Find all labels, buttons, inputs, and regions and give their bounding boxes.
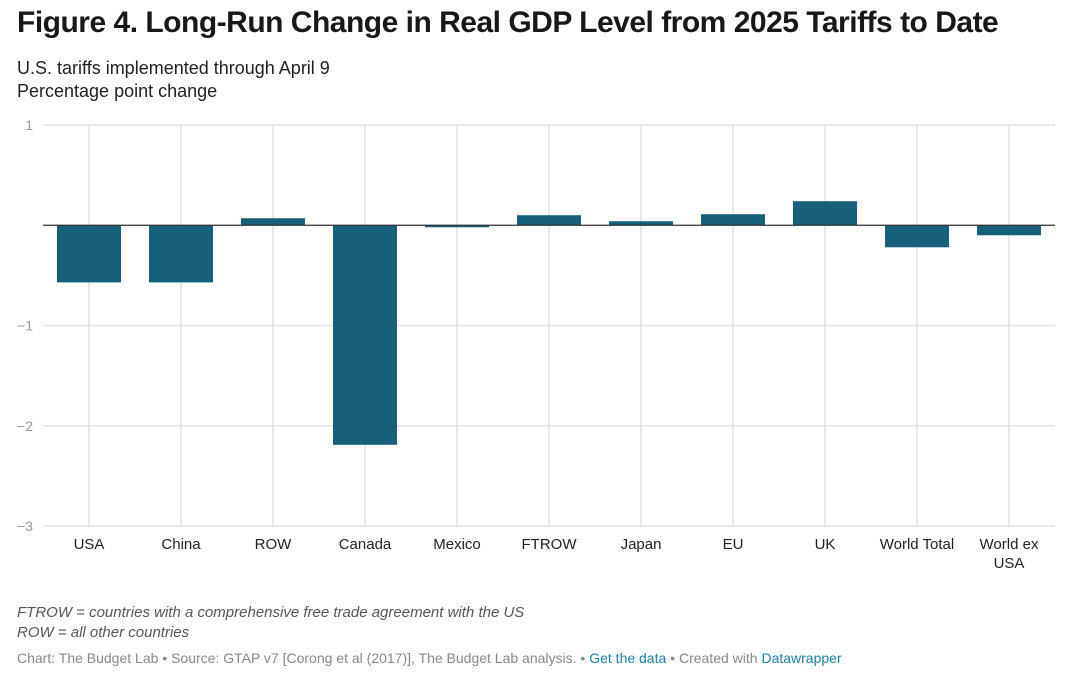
x-tick-label: Mexico (433, 536, 481, 553)
chart-subtitle: U.S. tariffs implemented through April 9… (17, 57, 330, 103)
footer-source: Chart: The Budget Lab • Source: GTAP v7 … (17, 650, 590, 666)
x-tick-label: Canada (339, 536, 392, 553)
x-tick-label: USA (74, 536, 105, 553)
bar-chart: 1 −1 −2 −3 USA China ROW Canada Mexico FTROW Japan… (17, 117, 1055, 572)
bar-canada (333, 225, 397, 445)
bar-uk (793, 201, 857, 226)
bar-world-ex-usa (977, 225, 1041, 236)
y-tick-label: −2 (17, 418, 33, 434)
x-tick-label: Japan (621, 536, 662, 553)
note-ftrow: FTROW = countries with a comprehensive f… (17, 604, 525, 621)
x-tick-label: ROW (255, 536, 293, 553)
bar-ftrow (517, 215, 581, 226)
y-tick-label: 1 (25, 117, 33, 133)
bar-mexico (425, 225, 489, 228)
x-tick-label: UK (815, 536, 836, 553)
y-tick-label: −3 (17, 518, 33, 534)
footer-created: • Created with (666, 650, 762, 666)
x-tick-label: EU (723, 536, 744, 553)
datawrapper-link[interactable]: Datawrapper (761, 650, 842, 666)
x-tick-label: World Total (880, 536, 954, 553)
subtitle-line-1: U.S. tariffs implemented through April 9 (17, 58, 330, 78)
note-row: ROW = all other countries (17, 624, 190, 641)
get-the-data-link[interactable]: Get the data (589, 650, 667, 666)
bar-china (149, 225, 213, 283)
bar-world-total (885, 225, 949, 248)
bar-row (241, 218, 305, 226)
bar-japan (609, 221, 673, 226)
subtitle-line-2: Percentage point change (17, 81, 218, 101)
x-tick-label: FTROW (522, 536, 578, 553)
y-tick-label: −1 (17, 318, 33, 334)
chart-notes: FTROW = countries with a comprehensive f… (17, 603, 524, 643)
bar-usa (57, 225, 121, 283)
chart-footer: Chart: The Budget Lab • Source: GTAP v7 … (17, 650, 842, 666)
chart-title: Figure 4. Long-Run Change in Real GDP Le… (17, 6, 999, 39)
x-tick-label: China (161, 536, 201, 553)
x-tick-label: World ex USA (980, 536, 1039, 572)
bar-eu (701, 214, 765, 226)
